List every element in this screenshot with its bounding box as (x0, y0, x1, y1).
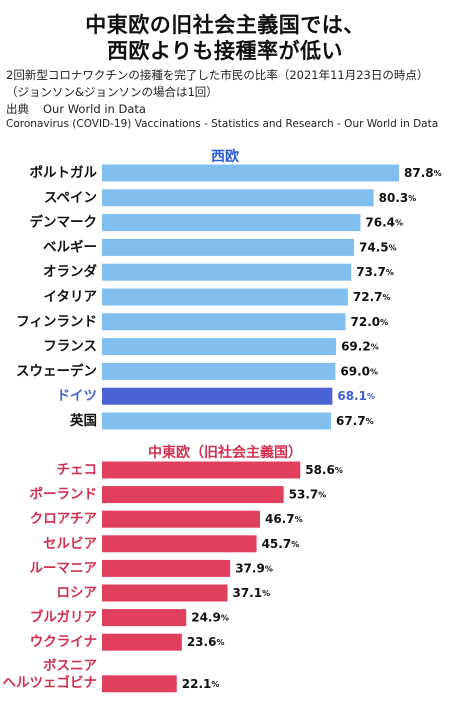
category-label: スウェーデン (16, 362, 97, 379)
bar (102, 633, 182, 651)
value-label: 37.9% (235, 561, 273, 575)
category-label: ポルトガル (30, 164, 98, 181)
value-label: 72.7% (353, 290, 391, 304)
bar (102, 675, 177, 693)
bar (102, 412, 332, 430)
value-label: 53.7% (289, 487, 327, 501)
source-detail: Coronavirus (COVID-19) Vaccinations - St… (6, 118, 439, 130)
value-label: 22.1% (182, 676, 220, 690)
category-label: ドイツ (57, 388, 98, 404)
bar (102, 362, 336, 380)
value-label: 37.1% (232, 586, 270, 600)
value-label: 73.7% (356, 265, 394, 279)
bar (102, 510, 260, 528)
category-label: ボスニアヘルツェゴビナ (3, 658, 98, 691)
bar (102, 338, 337, 356)
subtitle-line2: （ジョンソン&ジョンソンの場合は1回） (6, 85, 218, 99)
value-label: 69.0% (340, 364, 378, 378)
group-title: 西欧 (211, 148, 239, 165)
value-label: 67.7% (336, 414, 374, 428)
bar (102, 263, 352, 281)
value-label: 46.7% (265, 512, 303, 526)
category-label: セルビア (43, 536, 97, 552)
bar (102, 288, 348, 306)
value-label: 74.5% (359, 240, 397, 254)
bar (102, 609, 187, 627)
bar (102, 486, 284, 504)
bar (102, 189, 374, 207)
category-label: フランス (43, 339, 97, 355)
value-label: 87.8% (404, 166, 442, 180)
bar (102, 214, 361, 232)
source-label: 出典 (6, 102, 29, 116)
category-label: 英国 (69, 412, 97, 429)
bar (102, 559, 231, 577)
value-label: 69.2% (341, 339, 379, 353)
group-title: 中東欧（旧社会主義国） (148, 444, 302, 461)
category-label: ルーマニア (30, 560, 98, 576)
category-label: クロアチア (30, 511, 97, 527)
bar (102, 387, 333, 405)
chart-title-line2: 西欧よりも接種率が低い (106, 39, 344, 63)
category-label: チェコ (57, 462, 98, 478)
source-line: 出典 Our World in Data (6, 101, 146, 117)
bar (102, 584, 228, 602)
category-label: デンマーク (30, 214, 98, 231)
category-label: スペイン (44, 190, 97, 206)
category-label: ポーランド (30, 486, 98, 503)
value-label: 76.4% (365, 215, 403, 229)
category-label: オランダ (43, 263, 97, 280)
category-label: ブルガリア (30, 609, 97, 626)
subtitle-line1: 2回新型コロナワクチンの接種を完了した市民の比率（2021年11月23日の時点） (6, 68, 429, 82)
chart-title-line1: 中東欧の旧社会主義国では、 (85, 13, 365, 37)
value-label: 80.3% (379, 190, 417, 204)
source-name: Our World in Data (43, 102, 146, 116)
bar (102, 535, 257, 553)
value-label: 58.6% (305, 463, 343, 477)
value-label: 72.0% (351, 314, 389, 328)
bar (102, 313, 346, 331)
bar (102, 238, 355, 256)
value-label: 68.1% (337, 389, 375, 403)
category-label: ウクライナ (30, 634, 97, 650)
value-label: 45.7% (262, 536, 300, 550)
category-label: フィンランド (16, 314, 97, 330)
category-label: イタリア (44, 289, 97, 305)
category-label: ベルギー (43, 239, 97, 255)
bar (102, 461, 301, 479)
value-label: 24.9% (191, 610, 229, 624)
bar (102, 164, 399, 182)
category-label: ロシア (57, 585, 98, 601)
value-label: 23.6% (187, 635, 225, 649)
